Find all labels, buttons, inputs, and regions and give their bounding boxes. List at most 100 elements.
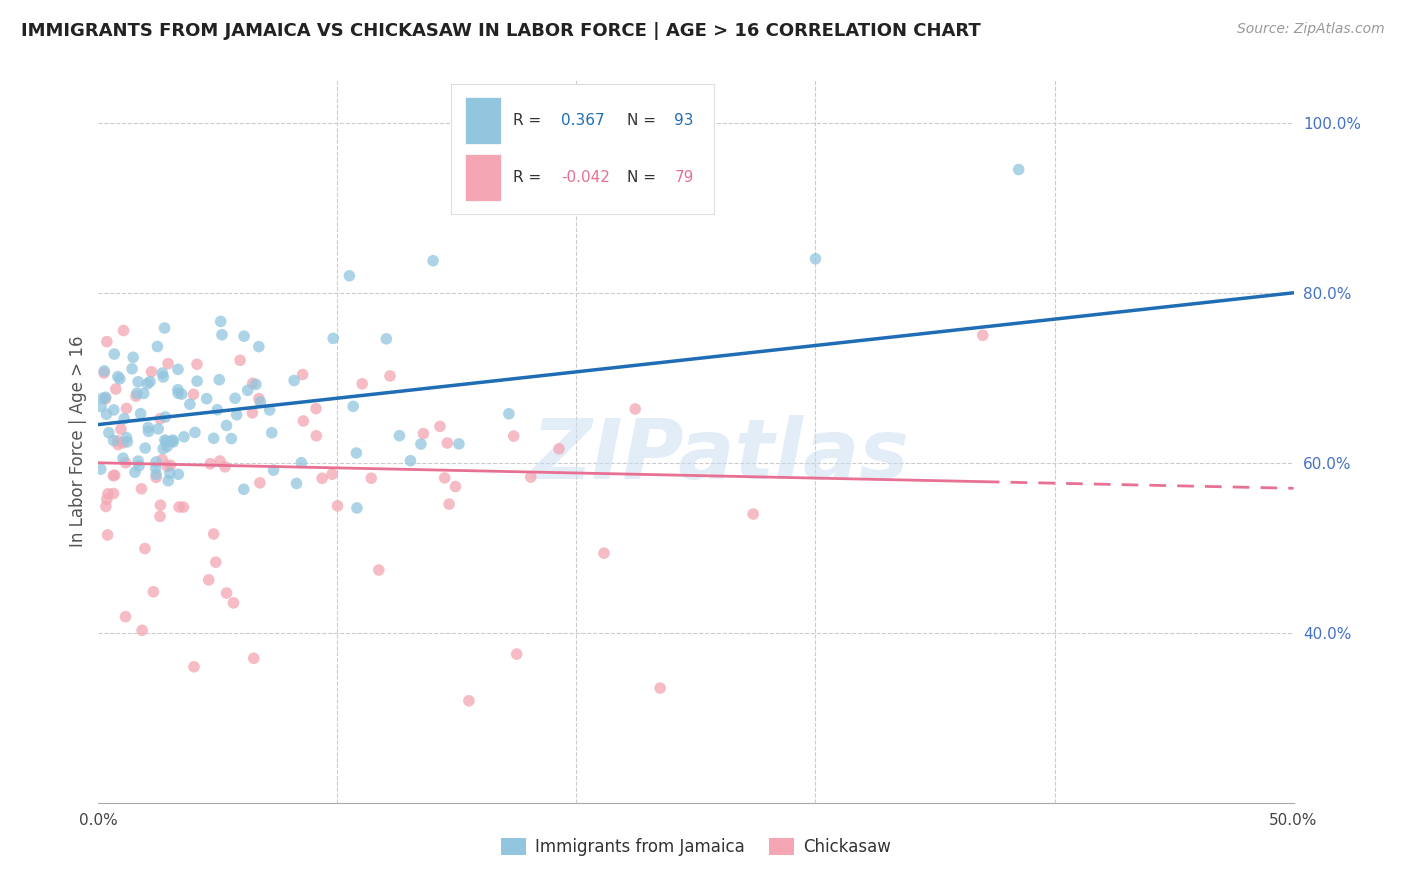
Point — [149, 411, 172, 425]
Point — [131, 624, 153, 638]
Point — [94, 500, 117, 514]
Point — [155, 409, 177, 424]
Point — [117, 434, 139, 449]
Point — [115, 401, 138, 416]
Point — [148, 422, 170, 436]
Point — [247, 392, 270, 406]
Point — [804, 252, 827, 266]
Point — [202, 431, 225, 445]
Point — [222, 596, 245, 610]
Point — [326, 499, 349, 513]
Text: IMMIGRANTS FROM JAMAICA VS CHICKASAW IN LABOR FORCE | AGE > 16 CORRELATION CHART: IMMIGRANTS FROM JAMAICA VS CHICKASAW IN … — [21, 22, 981, 40]
Point — [149, 509, 172, 524]
Point — [167, 386, 190, 401]
Point — [215, 586, 238, 600]
Point — [149, 498, 172, 512]
Point — [93, 364, 115, 378]
Point — [145, 467, 167, 482]
Point — [346, 500, 368, 515]
Point — [197, 573, 219, 587]
Point — [114, 456, 136, 470]
Point — [157, 357, 180, 371]
Point — [103, 347, 125, 361]
Point — [145, 461, 167, 475]
Point — [129, 407, 152, 421]
Text: 79: 79 — [675, 170, 693, 185]
Point — [412, 426, 434, 441]
Point — [221, 432, 243, 446]
Point — [399, 454, 422, 468]
Point — [103, 434, 125, 448]
Point — [167, 500, 190, 514]
Point — [152, 442, 174, 456]
Point — [156, 440, 179, 454]
Point — [247, 340, 270, 354]
Point — [624, 401, 647, 416]
Point — [186, 374, 208, 388]
Point — [107, 437, 129, 451]
Point — [290, 456, 312, 470]
Point — [506, 647, 529, 661]
Point — [146, 339, 169, 353]
Legend: Immigrants from Jamaica, Chickasaw: Immigrants from Jamaica, Chickasaw — [495, 831, 897, 863]
Point — [202, 527, 225, 541]
Point — [114, 609, 136, 624]
Point — [305, 401, 328, 416]
Point — [124, 465, 146, 479]
Point — [104, 382, 127, 396]
Point — [260, 425, 283, 440]
Point — [1008, 162, 1031, 177]
Point — [159, 467, 181, 481]
Point — [429, 419, 451, 434]
Point — [243, 651, 266, 665]
Point — [127, 375, 149, 389]
Point — [156, 459, 179, 474]
Point — [322, 331, 344, 345]
Point — [208, 454, 231, 468]
Point — [259, 403, 281, 417]
Point — [172, 500, 194, 515]
Point — [291, 368, 314, 382]
Point — [112, 324, 135, 338]
Point — [96, 492, 118, 507]
Point — [283, 374, 305, 388]
Point — [352, 376, 374, 391]
Point — [502, 429, 524, 443]
Text: ZIPatlas: ZIPatlas — [531, 416, 908, 497]
Point — [184, 425, 207, 440]
Text: R =: R = — [513, 170, 547, 185]
Point — [292, 414, 315, 428]
Point — [367, 563, 389, 577]
Text: -0.042: -0.042 — [561, 170, 610, 185]
Text: 93: 93 — [675, 112, 695, 128]
Point — [245, 377, 267, 392]
Point — [145, 455, 167, 469]
Point — [211, 327, 233, 342]
Point — [167, 383, 190, 397]
Point — [103, 403, 125, 417]
Point — [152, 370, 174, 384]
Point — [232, 483, 254, 497]
Point — [437, 497, 460, 511]
Text: 0.367: 0.367 — [561, 112, 605, 128]
Point — [162, 433, 184, 447]
Point — [153, 433, 176, 447]
Bar — [465, 97, 501, 144]
Point — [321, 467, 343, 482]
Point — [125, 389, 148, 403]
Point — [107, 434, 129, 448]
Point — [108, 372, 131, 386]
Point — [339, 268, 361, 283]
Point — [648, 681, 672, 695]
Point — [141, 365, 163, 379]
Point — [224, 391, 246, 405]
Point — [136, 376, 159, 391]
Point — [138, 425, 160, 439]
FancyBboxPatch shape — [451, 84, 714, 214]
Point — [157, 474, 180, 488]
Point — [208, 373, 231, 387]
Point — [167, 467, 190, 482]
Point — [204, 555, 226, 569]
Point — [242, 406, 264, 420]
Point — [422, 253, 444, 268]
